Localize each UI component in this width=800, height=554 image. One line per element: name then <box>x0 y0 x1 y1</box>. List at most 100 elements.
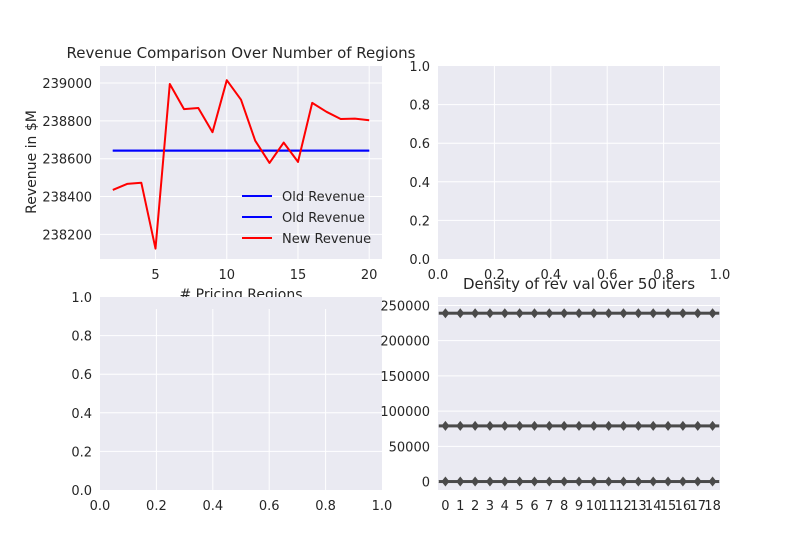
density-y-tick-label: 200000 <box>380 335 430 350</box>
violin-marker <box>678 476 687 487</box>
bottom-left-plot-area <box>100 297 382 490</box>
violin-marker <box>530 476 539 487</box>
bottom-left-y-tick-label: 0.6 <box>71 368 92 383</box>
revenue-x-tick-label: 20 <box>361 268 378 283</box>
density-y-tick-label: 0 <box>422 476 430 491</box>
density-x-tick-label: 9 <box>575 499 583 514</box>
violin-marker <box>515 420 524 431</box>
legend-label-old-revenue-2: Old Revenue <box>282 211 365 226</box>
top-right-x-tick-label: 0.6 <box>597 268 618 283</box>
legend-label-new-revenue: New Revenue <box>282 232 371 247</box>
violin-marker <box>456 308 465 319</box>
violin-marker <box>485 476 494 487</box>
violin-marker <box>441 420 450 431</box>
violin-marker <box>634 308 643 319</box>
density-x-tick-label: 3 <box>486 499 494 514</box>
violin-marker <box>634 420 643 431</box>
violin-marker <box>619 476 628 487</box>
top-right-x-tick-label: 0.0 <box>428 268 449 283</box>
revenue-chart-title: Revenue Comparison Over Number of Region… <box>67 44 416 62</box>
violin-marker <box>649 476 658 487</box>
violin-marker <box>649 308 658 319</box>
violin-marker <box>575 308 583 319</box>
revenue-y-tick-label: 238400 <box>42 191 92 206</box>
density-x-tick-label: 13 <box>630 499 647 514</box>
violin-marker <box>604 308 613 319</box>
density-x-tick-label: 14 <box>645 499 662 514</box>
violin-marker <box>575 476 583 487</box>
violin-marker <box>545 420 554 431</box>
bottom-left-x-tick-label: 0.6 <box>259 499 280 514</box>
violin-marker <box>441 308 450 319</box>
violin-marker <box>441 476 450 487</box>
density-y-tick-label: 100000 <box>380 405 430 420</box>
violin-marker <box>560 420 569 431</box>
violin-marker <box>664 420 673 431</box>
violin-marker <box>560 308 569 319</box>
violin-marker <box>589 476 598 487</box>
empty-chart-bottom-left: 0.0 0.2 0.4 0.6 0.8 1.0 0.0 0.2 0.4 0.6 0.8 1.0 <box>71 291 392 514</box>
violin-marker <box>649 420 658 431</box>
revenue-y-tick-label: 238600 <box>42 153 92 168</box>
density-x-tick-label: 5 <box>515 499 523 514</box>
bottom-left-y-tick-label: 0.8 <box>71 330 92 345</box>
violin-marker <box>589 420 598 431</box>
violin-marker <box>530 420 539 431</box>
violin-marker <box>456 476 465 487</box>
bottom-left-x-tick-label: 1.0 <box>372 499 393 514</box>
violin-marker <box>604 420 613 431</box>
violin-marker <box>471 420 480 431</box>
violin-marker <box>664 308 673 319</box>
top-right-plot-area <box>438 66 720 259</box>
revenue-legend: Old Revenue Old Revenue New Revenue <box>242 190 371 247</box>
revenue-y-tick-label: 238200 <box>42 228 92 243</box>
violin-marker <box>708 476 717 487</box>
top-right-y-tick-label: 1.0 <box>409 60 430 75</box>
bottom-left-x-tick-label: 0.8 <box>315 499 336 514</box>
density-x-tick-label: 15 <box>660 499 677 514</box>
revenue-x-tick-label: 10 <box>218 268 235 283</box>
violin-marker <box>500 476 509 487</box>
violin-marker <box>471 308 480 319</box>
revenue-plot-area <box>100 66 382 259</box>
density-plot-area <box>438 297 720 490</box>
top-right-y-tick-label: 0.0 <box>409 253 430 268</box>
violin-marker <box>500 420 509 431</box>
violin-marker <box>515 476 524 487</box>
empty-chart-top-right: 0.0 0.2 0.4 0.6 0.8 1.0 0.0 0.2 0.4 0.6 0.8 1.0 <box>409 60 730 283</box>
density-x-tick-label: 8 <box>560 499 568 514</box>
violin-marker <box>619 308 628 319</box>
violin-marker <box>515 308 524 319</box>
violin-marker <box>530 308 539 319</box>
density-y-tick-label: 250000 <box>380 299 430 314</box>
density-x-tick-label: 18 <box>704 499 721 514</box>
violin-marker <box>664 476 673 487</box>
violin-marker <box>678 308 687 319</box>
violin-marker <box>545 476 554 487</box>
violin-marker <box>693 420 702 431</box>
violin-marker <box>471 476 480 487</box>
top-right-y-tick-label: 0.2 <box>409 214 430 229</box>
bottom-left-y-tick-label: 1.0 <box>71 291 92 306</box>
revenue-x-tick-label: 5 <box>151 268 159 283</box>
bottom-left-x-tick-label: 0.0 <box>90 499 111 514</box>
violin-marker <box>678 420 687 431</box>
bottom-left-y-tick-label: 0.4 <box>71 407 92 422</box>
violin-marker <box>589 308 598 319</box>
revenue-y-tick-label: 238800 <box>42 115 92 130</box>
violin-marker <box>634 476 643 487</box>
violin-marker <box>575 420 583 431</box>
legend-label-old-revenue-1: Old Revenue <box>282 190 365 205</box>
top-right-y-tick-label: 0.6 <box>409 137 430 152</box>
density-x-tick-label: 11 <box>600 499 617 514</box>
violin-marker <box>693 476 702 487</box>
bottom-left-x-tick-label: 0.2 <box>146 499 167 514</box>
violin-marker <box>604 476 613 487</box>
violin-marker <box>500 308 509 319</box>
violin-marker <box>560 476 569 487</box>
violin-marker <box>485 420 494 431</box>
bottom-left-y-tick-label: 0.0 <box>71 484 92 499</box>
density-y-tick-label: 150000 <box>380 370 430 385</box>
